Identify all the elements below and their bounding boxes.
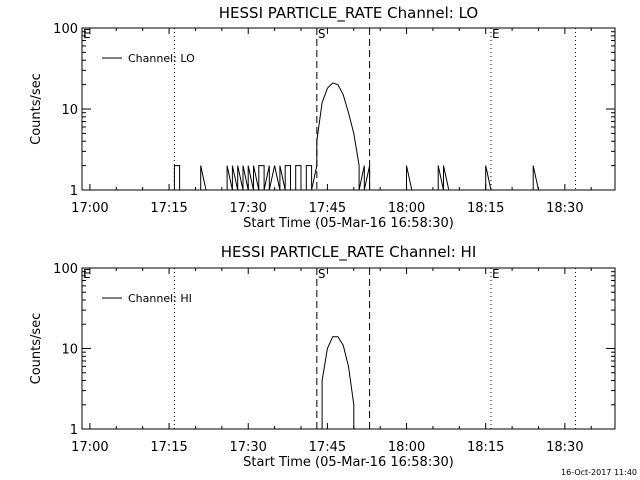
- chart-2-x-tick-label: 17:45: [309, 440, 346, 455]
- chart-2-y-axis-label: Counts/sec: [29, 313, 44, 385]
- chart-1-x-tick-label: 17:00: [71, 201, 108, 216]
- chart-1-y-axis-label: Counts/sec: [29, 73, 44, 145]
- chart-2-annotation-label: E: [83, 267, 91, 281]
- chart-1-title: HESSI PARTICLE_RATE Channel: LO: [219, 4, 478, 23]
- chart-1-y-tick-label: 1: [70, 184, 78, 199]
- footer-timestamp: 16-Oct-2017 11:40: [561, 468, 637, 477]
- chart-1-x-tick-label: 17:15: [150, 201, 187, 216]
- chart-1-annotation-label: S: [318, 27, 326, 41]
- chart-1-x-tick-label: 18:15: [467, 201, 504, 216]
- chart-2-x-tick-label: 18:00: [388, 440, 425, 455]
- chart-2-annotation-label: S: [318, 267, 326, 281]
- chart-1-x-tick-label: 17:45: [309, 201, 346, 216]
- chart-2-x-axis-label: Start Time (05-Mar-16 16:58:30): [243, 455, 454, 470]
- chart-1-y-tick-label: 100: [53, 22, 78, 37]
- chart-1-legend-label: Channel: LO: [128, 52, 195, 65]
- chart-2-x-tick-label: 18:15: [467, 440, 504, 455]
- chart-1-y-tick-label: 10: [61, 103, 78, 118]
- chart-2-x-tick-label: 18:30: [546, 440, 583, 455]
- chart-2-x-tick-label: 17:30: [229, 440, 266, 455]
- chart-1-x-tick-label: 18:00: [388, 201, 425, 216]
- chart-2-series-line: [321, 336, 355, 429]
- chart-1-x-tick-label: 17:30: [229, 201, 266, 216]
- chart-2-y-tick-label: 1: [70, 423, 78, 438]
- chart-1-x-tick-label: 18:30: [546, 201, 583, 216]
- chart-2-y-tick-label: 10: [61, 343, 78, 358]
- chart-1-series-line: [158, 82, 586, 191]
- chart-2-x-tick-label: 17:15: [150, 440, 187, 455]
- chart-2-annotation-label: E: [492, 267, 500, 281]
- chart-2-title: HESSI PARTICLE_RATE Channel: HI: [221, 243, 477, 262]
- chart-2-legend-label: Channel: HI: [128, 292, 192, 305]
- chart-2-x-tick-label: 17:00: [71, 440, 108, 455]
- chart-2-y-tick-label: 100: [53, 262, 78, 277]
- chart-1-annotation-label: E: [492, 27, 500, 41]
- chart-1-annotation-label: E: [83, 27, 91, 41]
- chart-1-x-axis-label: Start Time (05-Mar-16 16:58:30): [243, 216, 454, 231]
